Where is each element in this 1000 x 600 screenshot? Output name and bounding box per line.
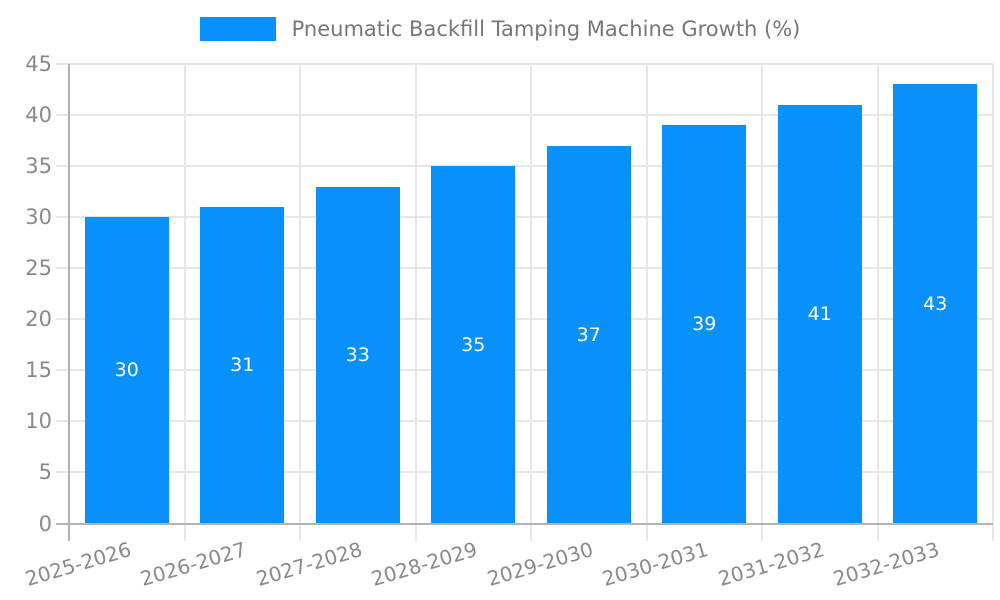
x-axis-tick-label: 2031-2032: [715, 537, 827, 591]
y-axis-tick-label: 40: [25, 103, 52, 128]
bar: [546, 145, 631, 524]
y-axis-tick-label: 30: [25, 205, 52, 230]
vertical-gridline: [992, 64, 994, 541]
bar-value-label: 43: [923, 292, 948, 315]
x-axis-tick-label: 2025-2026: [22, 537, 134, 591]
horizontal-gridline: [56, 63, 993, 65]
horizontal-gridline: [56, 420, 993, 423]
x-axis-tick-label: 2030-2031: [599, 537, 712, 591]
x-axis-tick-label: 2029-2030: [484, 537, 596, 591]
bar: [200, 206, 285, 524]
y-axis-line: [68, 64, 70, 541]
horizontal-gridline: [56, 369, 993, 372]
y-axis-tick-label: 20: [25, 307, 52, 332]
vertical-gridline: [645, 64, 648, 541]
bar-value-label: 33: [345, 344, 370, 367]
vertical-gridline: [183, 64, 186, 541]
bar-value-label: 37: [576, 323, 601, 346]
bar-value-label: 41: [807, 303, 832, 326]
horizontal-gridline: [56, 114, 993, 117]
vertical-gridline: [299, 64, 301, 541]
x-axis-tick-label: 2028-2029: [368, 537, 481, 591]
vertical-gridline: [761, 64, 763, 541]
bar: [662, 125, 747, 524]
legend-swatch: [199, 17, 276, 41]
bar-value-label: 30: [114, 359, 139, 382]
horizontal-gridline: [56, 267, 993, 270]
horizontal-gridline: [56, 471, 993, 474]
x-axis-tick-label: 2027-2028: [253, 537, 365, 591]
x-axis-line: [56, 523, 993, 525]
horizontal-gridline: [56, 216, 993, 219]
bar: [84, 217, 169, 524]
bar-value-label: 39: [692, 313, 717, 336]
y-axis-tick-label: 15: [25, 358, 52, 383]
y-axis-tick-label: 10: [25, 409, 52, 434]
vertical-gridline: [876, 64, 879, 541]
bar-value-label: 35: [461, 333, 486, 356]
bar-value-label: 31: [230, 354, 255, 377]
bar: [893, 84, 978, 524]
horizontal-gridline: [56, 165, 993, 168]
bar: [431, 166, 516, 524]
vertical-gridline: [414, 64, 417, 541]
x-axis-tick-label: 2032-2033: [830, 537, 943, 591]
y-axis-tick-label: 35: [25, 154, 52, 179]
legend-item[interactable]: Pneumatic Backfill Tamping Machine Growt…: [0, 17, 1000, 41]
x-axis-tick-label: 2026-2027: [137, 537, 250, 591]
y-axis-tick-label: 25: [25, 256, 52, 281]
y-axis-tick-label: 0: [38, 511, 52, 536]
y-axis-tick-label: 5: [38, 460, 52, 485]
legend-label: Pneumatic Backfill Tamping Machine Growt…: [291, 17, 801, 41]
y-axis-tick-label: 45: [25, 52, 52, 76]
vertical-gridline: [530, 64, 532, 541]
bar: [777, 104, 862, 524]
bar: [315, 186, 400, 524]
horizontal-gridline: [56, 318, 993, 321]
